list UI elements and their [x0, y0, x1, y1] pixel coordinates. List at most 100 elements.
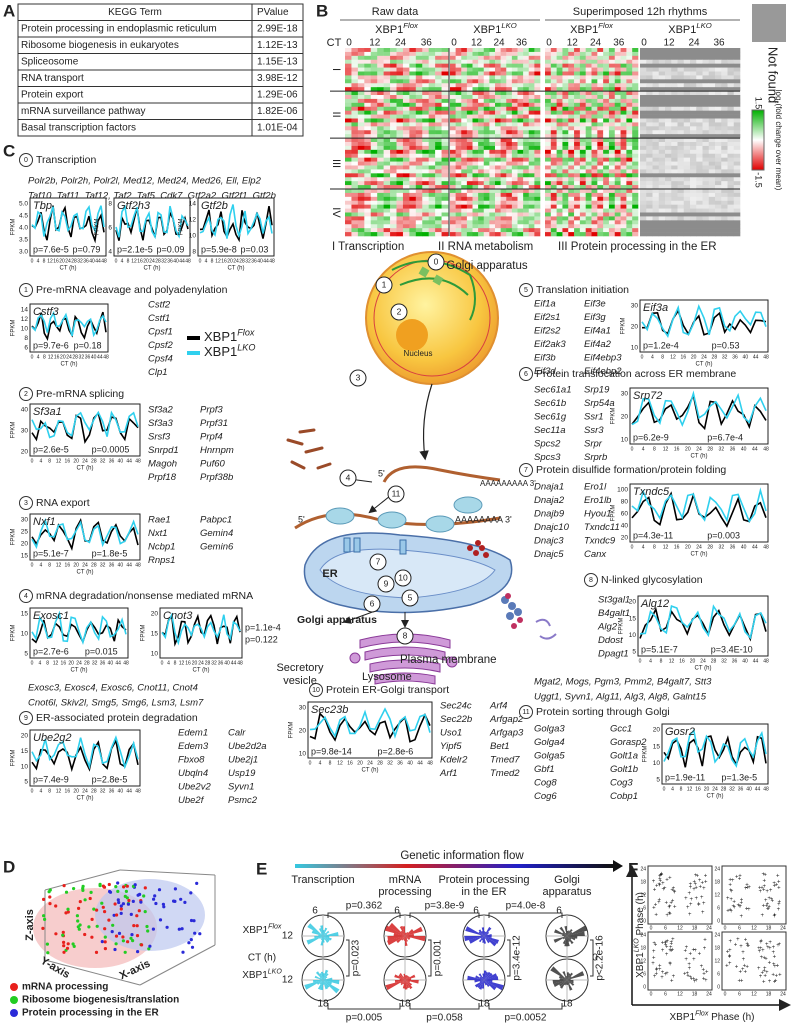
ct-tick: 0 — [641, 38, 647, 49]
scatter-point — [191, 946, 194, 949]
heatmap-cell — [728, 150, 735, 154]
heatmap-cell — [518, 213, 524, 217]
y-tick-label: 20 — [21, 733, 29, 740]
heatmap-cell — [442, 95, 449, 99]
heatmap-cell — [512, 158, 518, 162]
heatmap-cell — [665, 122, 672, 126]
heatmap-cell — [551, 91, 557, 95]
heatmap-cell — [416, 169, 423, 173]
heatmap-cell — [351, 48, 358, 52]
heatmap-cell — [416, 209, 423, 213]
heatmap-cell — [506, 138, 512, 142]
heatmap-cell — [495, 173, 501, 177]
heatmap-cell — [659, 52, 666, 56]
heatmap-cell — [632, 64, 638, 68]
heatmap-cell — [646, 107, 653, 111]
heatmap-cell — [551, 99, 557, 103]
heatmap-cell — [665, 60, 672, 64]
heatmap-cell — [545, 209, 551, 213]
heatmap-cell — [377, 201, 384, 205]
heatmap-cell — [568, 60, 574, 64]
heatmap-cell — [646, 146, 653, 150]
heatmap-cell — [659, 209, 666, 213]
heatmap-cell — [377, 126, 384, 130]
heatmap-cell — [721, 220, 728, 224]
gene: Tmed7 — [490, 755, 520, 766]
heatmap-cell — [506, 146, 512, 150]
heatmap-cell — [489, 48, 495, 52]
y-tick-label: 14 — [21, 307, 29, 314]
heatmap-cell — [534, 228, 540, 232]
heatmap-cell — [534, 99, 540, 103]
heatmap-cell — [615, 68, 621, 72]
heatmap-cell — [696, 107, 703, 111]
heatmap-cell — [435, 166, 442, 170]
heatmap-cell — [696, 75, 703, 79]
heatmap-cell — [351, 56, 358, 60]
heatmap-cell — [529, 177, 535, 181]
heatmap-cell — [646, 220, 653, 224]
heatmap-cell — [734, 138, 741, 142]
heatmap-cell — [621, 75, 627, 79]
heatmap-cell — [461, 173, 467, 177]
y-tick-label: 40 — [621, 523, 629, 530]
x-tick-label: 0 — [650, 991, 653, 997]
heatmap-cell — [473, 177, 479, 181]
heatmap-cell — [690, 107, 697, 111]
heatmap-cell — [597, 209, 603, 213]
heatmap-cell — [568, 224, 574, 228]
heatmap-cell — [478, 138, 484, 142]
heatmap-cell — [621, 142, 627, 146]
heatmap-cell — [621, 216, 627, 220]
genotype-superscript: LKO — [696, 21, 711, 30]
heatmap-cell — [351, 232, 358, 236]
heatmap-cell — [551, 75, 557, 79]
heatmap-cell — [529, 68, 535, 72]
heatmap-cell — [609, 107, 615, 111]
heatmap-cell — [377, 150, 384, 154]
heatmap-cell — [461, 216, 467, 220]
heatmap-cell — [506, 107, 512, 111]
y-tick-label: 24 — [714, 866, 720, 872]
heatmap-cell — [721, 83, 728, 87]
heatmap-cell — [456, 150, 462, 154]
heatmap-cell — [512, 162, 518, 166]
heatmap-cell — [351, 107, 358, 111]
y-tick-label: 4.5 — [19, 213, 28, 220]
heatmap-cell — [615, 232, 621, 236]
heatmap-cell — [562, 213, 568, 217]
heatmap-cell — [456, 162, 462, 166]
heatmap-cell — [568, 52, 574, 56]
heatmap-cell — [696, 173, 703, 177]
heatmap-cell — [523, 52, 529, 56]
heatmap-cell — [529, 169, 535, 173]
heatmap-cell — [562, 60, 568, 64]
phase-point: + — [777, 907, 781, 913]
heatmap-cell — [501, 111, 507, 115]
heatmap-cell — [450, 75, 456, 79]
x-tick-label: 24 — [706, 925, 712, 931]
phase-point: + — [689, 882, 693, 888]
heatmap-cell — [377, 197, 384, 201]
heatmap-cell — [574, 122, 580, 126]
heatmap-cell — [478, 173, 484, 177]
heatmap-cell — [501, 72, 507, 76]
heatmap-cell — [450, 150, 456, 154]
heatmap-cell — [409, 169, 416, 173]
heatmap-cell — [621, 130, 627, 134]
x-axis-title: CT (h) — [691, 552, 708, 558]
heatmap-cell — [592, 201, 598, 205]
heatmap-cell — [450, 138, 456, 142]
heatmap-cell — [403, 103, 410, 107]
heatmap-cell — [422, 107, 429, 111]
heatmap-cell — [467, 162, 473, 166]
heatmap-cell — [574, 193, 580, 197]
heatmap-cell — [728, 146, 735, 150]
x-tick-label: 12 — [669, 658, 675, 664]
heatmap-cell — [640, 48, 647, 52]
axis-box — [140, 945, 215, 985]
heatmap-cell — [665, 142, 672, 146]
heatmap-cell — [422, 169, 429, 173]
heatmap-cell — [626, 169, 632, 173]
x-tick-label: 44 — [755, 786, 761, 792]
